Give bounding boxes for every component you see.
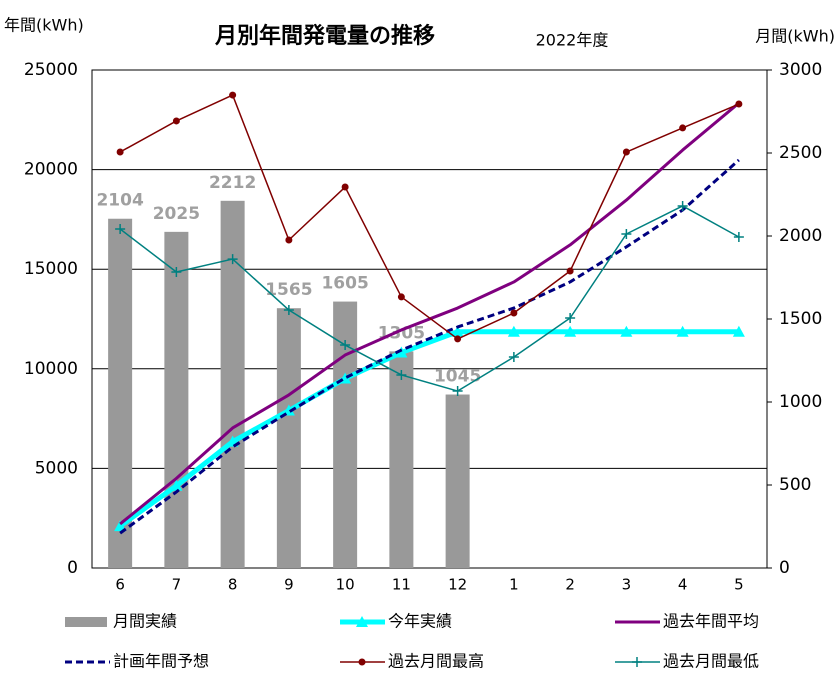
- point: [171, 267, 182, 278]
- plot-border: [91, 69, 768, 569]
- legend-marker: [358, 658, 366, 666]
- line: [119, 205, 740, 392]
- point: [679, 124, 687, 132]
- bar: [276, 308, 301, 568]
- x-tick-label: 1: [509, 576, 519, 594]
- point: [340, 340, 351, 351]
- legend-label: 今年実績: [388, 612, 452, 631]
- point: [170, 479, 183, 491]
- point: [283, 305, 294, 316]
- y-tick-label: 20000: [24, 160, 78, 180]
- bar-value-label: 1305: [378, 323, 425, 343]
- point: [564, 325, 577, 337]
- x-tick-label: 7: [172, 576, 182, 594]
- point: [282, 404, 295, 416]
- y-tick-label: 15000: [24, 259, 78, 279]
- chart-title: 月別年間発電量の推移: [214, 23, 435, 49]
- point: [229, 91, 237, 99]
- point: [735, 100, 743, 108]
- legend-swatch: [65, 617, 107, 627]
- y2-tick-label: 1500: [779, 309, 822, 329]
- bar: [164, 231, 189, 568]
- point: [451, 325, 464, 337]
- point: [454, 335, 462, 343]
- point: [620, 325, 633, 337]
- point: [566, 267, 574, 275]
- legend-marker: [356, 616, 368, 627]
- legend-marker: [632, 657, 642, 667]
- line: [118, 329, 739, 529]
- bar-value-label: 1605: [321, 274, 368, 294]
- x-tick-label: 6: [115, 576, 125, 594]
- y2-axis-label: 月間(kWh): [755, 27, 835, 46]
- point: [621, 229, 632, 240]
- y-tick-label: 25000: [24, 60, 78, 80]
- y2-tick-label: 500: [779, 475, 811, 495]
- point: [114, 520, 127, 532]
- x-tick-label: 10: [336, 576, 355, 594]
- point: [510, 309, 518, 317]
- point: [285, 236, 293, 244]
- x-tick-label: 8: [228, 576, 238, 594]
- y2-tick-label: 1000: [779, 392, 822, 412]
- legend-label: 計画年間予想: [113, 652, 209, 671]
- point: [677, 200, 688, 211]
- y-tick-label: 0: [67, 558, 78, 578]
- point: [341, 183, 349, 191]
- y-axis-label: 年間(kWh): [4, 16, 84, 35]
- legend-label: 過去月間最低: [663, 652, 759, 671]
- x-tick-label: 9: [284, 576, 294, 594]
- point: [732, 325, 745, 337]
- bar-value-label: 1045: [434, 367, 481, 387]
- legend-item: 計画年間予想: [65, 652, 209, 671]
- x-tick-label: 4: [678, 576, 688, 594]
- point: [565, 313, 576, 324]
- legend-item: 過去年間平均: [615, 612, 759, 631]
- y2-tick-label: 2000: [779, 226, 822, 246]
- point: [396, 369, 407, 380]
- line: [119, 158, 740, 535]
- legend-label: 月間実績: [113, 612, 177, 631]
- line: [119, 101, 740, 526]
- point: [508, 352, 519, 363]
- y2-tick-label: 0: [779, 558, 790, 578]
- point: [452, 386, 463, 397]
- point: [115, 224, 126, 235]
- y-tick-label: 10000: [24, 359, 78, 379]
- bar: [445, 394, 470, 568]
- point: [622, 148, 630, 156]
- y2-tick-label: 2500: [779, 143, 822, 163]
- bar-value-label: 2212: [209, 173, 256, 193]
- x-tick-label: 5: [734, 576, 744, 594]
- bar: [389, 351, 414, 568]
- legend-label: 過去年間平均: [663, 612, 759, 631]
- point: [733, 231, 744, 242]
- x-tick-label: 3: [622, 576, 632, 594]
- point: [507, 325, 520, 337]
- legend-item: 過去月間最高: [340, 652, 484, 671]
- y2-tick-label: 3000: [779, 60, 822, 80]
- bar-value-label: 1565: [265, 280, 312, 300]
- point: [227, 254, 238, 265]
- bar: [108, 218, 133, 568]
- x-tick-label: 11: [392, 576, 411, 594]
- point: [116, 148, 124, 156]
- bar-value-label: 2025: [153, 204, 200, 224]
- x-tick-label: 2: [565, 576, 575, 594]
- legend-item: 月間実績: [65, 612, 177, 631]
- point: [397, 293, 405, 301]
- legend-item: 今年実績: [340, 612, 452, 631]
- x-tick-label: 12: [448, 576, 467, 594]
- bar-value-label: 2104: [96, 191, 143, 211]
- point: [676, 325, 689, 337]
- point: [395, 346, 408, 358]
- legend-item: 過去月間最低: [615, 652, 759, 671]
- y-tick-label: 5000: [35, 458, 78, 478]
- chart-subtitle: 2022年度: [536, 31, 609, 50]
- point: [172, 117, 180, 125]
- line: [119, 94, 740, 340]
- legend-label: 過去月間最高: [388, 652, 484, 671]
